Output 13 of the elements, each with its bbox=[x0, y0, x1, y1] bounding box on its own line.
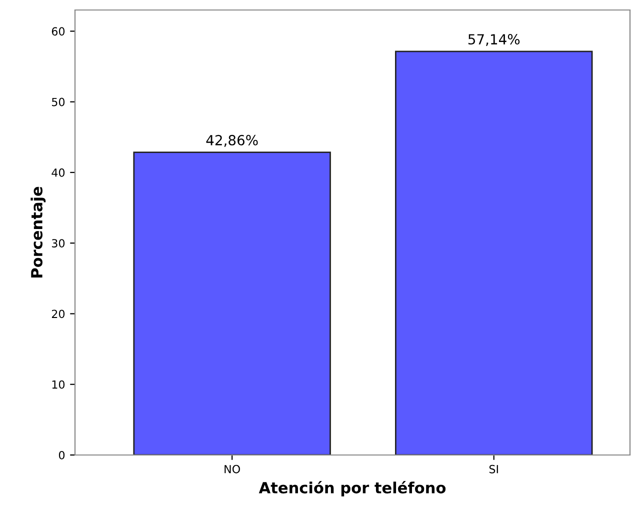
y-tick-label: 0 bbox=[58, 450, 65, 460]
y-axis-title: Porcentaje bbox=[30, 186, 46, 278]
y-tick-label: 60 bbox=[52, 27, 65, 36]
y-tick-label: 50 bbox=[52, 98, 65, 106]
y-tick-label: 20 bbox=[52, 310, 65, 318]
x-tick-label: NO bbox=[224, 464, 240, 474]
y-tick-label: 10 bbox=[52, 380, 65, 389]
y-tick-label: 40 bbox=[52, 168, 65, 177]
data-label: 57,14% bbox=[468, 34, 520, 46]
y-tick-label: 30 bbox=[52, 239, 65, 248]
x-axis-title: Atención por teléfono bbox=[258, 481, 446, 496]
x-tick-label: SI bbox=[489, 464, 498, 474]
data-label: 42,86% bbox=[206, 134, 258, 147]
